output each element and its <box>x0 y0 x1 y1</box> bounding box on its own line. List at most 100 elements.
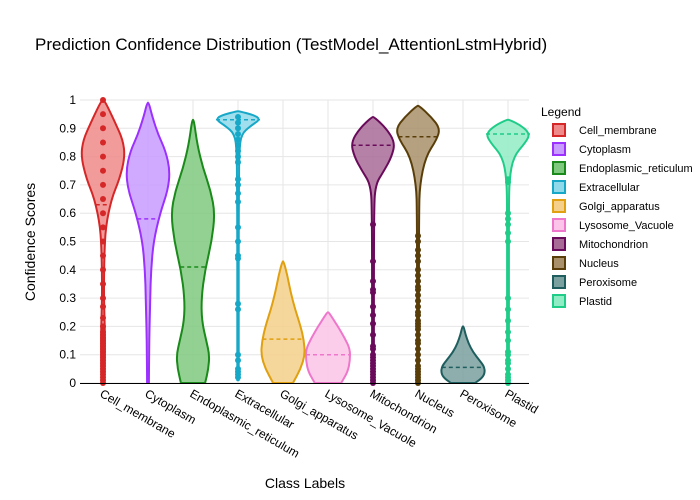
data-point <box>100 196 106 203</box>
data-point <box>415 351 421 358</box>
data-point <box>100 295 106 302</box>
legend-label: Endoplasmic_reticulum <box>579 163 693 175</box>
data-point <box>505 365 511 372</box>
data-point <box>415 317 421 324</box>
legend-label: Plastid <box>579 296 612 308</box>
data-point <box>235 142 241 149</box>
legend-swatch <box>552 161 566 175</box>
legend-item-Cytoplasm[interactable]: Cytoplasm <box>552 142 631 156</box>
legend-swatch <box>552 237 566 251</box>
violin-Cell_membrane <box>80 97 126 386</box>
data-point <box>505 295 511 302</box>
data-point <box>415 232 421 239</box>
data-point <box>235 238 241 245</box>
data-point <box>415 252 421 259</box>
data-point <box>100 266 106 273</box>
data-point <box>100 314 106 321</box>
legend-item-Endoplasmic_reticulum[interactable]: Endoplasmic_reticulum <box>552 161 693 175</box>
y-tick-labels: 0 0.1 0.2 0.3 0.4 0.5 0.6 0.7 0.8 0.9 1 <box>59 93 76 390</box>
legend-swatch <box>552 142 566 156</box>
data-point <box>505 337 511 344</box>
violin-Endoplasmic_reticulum <box>170 118 216 384</box>
legend-label: Cytoplasm <box>579 144 631 156</box>
data-point <box>235 113 241 120</box>
legend-item-Nucleus[interactable]: Nucleus <box>552 256 619 270</box>
violin-body <box>440 325 486 384</box>
data-point <box>415 297 421 304</box>
legend-label: Lysosome_Vacuole <box>579 220 674 232</box>
data-point <box>370 331 376 338</box>
legend-item-Cell_membrane[interactable]: Cell_membrane <box>552 123 657 137</box>
legend-swatch <box>552 123 566 137</box>
data-point <box>100 181 106 188</box>
y-tick-label: 0.6 <box>59 206 76 220</box>
legend-label: Nucleus <box>579 258 619 270</box>
violin-body <box>351 116 395 384</box>
data-point <box>505 230 511 237</box>
x-tick-label: Cell_membrane <box>98 386 179 441</box>
legend-item-Plastid[interactable]: Plastid <box>552 294 612 308</box>
violin-body <box>305 311 351 384</box>
data-point <box>505 176 511 183</box>
violin-body <box>260 260 306 384</box>
legend-label: Cell_membrane <box>579 125 657 137</box>
data-point <box>415 258 421 265</box>
legend-item-Lysosome_Vacuole[interactable]: Lysosome_Vacuole <box>552 218 674 232</box>
y-tick-label: 0.1 <box>59 348 76 362</box>
data-point <box>100 303 106 310</box>
data-point <box>370 286 376 293</box>
data-point <box>235 147 241 154</box>
legend-label: Mitochondrion <box>579 239 648 251</box>
violins <box>80 97 530 386</box>
data-point <box>415 363 421 370</box>
data-point <box>235 159 241 166</box>
data-point <box>235 136 241 143</box>
data-point <box>100 280 106 287</box>
y-axis-label: Confidence Scores <box>22 183 38 301</box>
data-point <box>235 176 241 183</box>
data-point <box>415 283 421 290</box>
data-point <box>235 198 241 205</box>
legend-item-Extracellular[interactable]: Extracellular <box>552 180 640 194</box>
data-point <box>235 351 241 358</box>
legend-item-Peroxisome[interactable]: Peroxisome <box>552 275 637 289</box>
data-point <box>100 97 106 103</box>
data-point <box>235 153 241 160</box>
data-point <box>235 306 241 313</box>
violin-Peroxisome <box>440 325 486 384</box>
data-point <box>415 357 421 364</box>
data-point <box>505 210 511 217</box>
data-point <box>235 190 241 197</box>
data-point <box>100 125 106 132</box>
data-point <box>100 224 106 231</box>
data-point <box>415 331 421 338</box>
legend-item-Mitochondrion[interactable]: Mitochondrion <box>552 237 648 251</box>
violin-Plastid <box>486 118 530 386</box>
data-point <box>100 139 106 146</box>
data-point <box>415 278 421 285</box>
data-point <box>235 300 241 307</box>
violin-Nucleus <box>396 104 440 386</box>
y-tick-label: 0.3 <box>59 291 76 305</box>
violin-Golgi_apparatus <box>260 260 306 384</box>
x-tick-labels: Cell_membraneCytoplasmEndoplasmic_reticu… <box>98 386 541 460</box>
data-point <box>100 210 106 217</box>
legend-swatch <box>552 180 566 194</box>
legend-label: Extracellular <box>579 182 640 194</box>
data-point <box>505 306 511 313</box>
data-point <box>505 371 511 378</box>
data-point <box>235 119 241 126</box>
legend-title: Legend <box>541 105 581 119</box>
data-point <box>370 221 376 228</box>
legend-swatch <box>552 256 566 270</box>
y-tick-label: 0.7 <box>59 178 76 192</box>
data-point <box>235 125 241 132</box>
y-tick-label: 0.2 <box>59 319 76 333</box>
data-point <box>415 266 421 273</box>
y-tick-label: 0.9 <box>59 121 76 135</box>
data-point <box>505 238 511 245</box>
data-point <box>505 329 511 336</box>
legend-item-Golgi_apparatus[interactable]: Golgi_apparatus <box>552 199 660 213</box>
legend: Cell_membrane Cytoplasm Endoplasmic_reticu… <box>552 123 693 308</box>
